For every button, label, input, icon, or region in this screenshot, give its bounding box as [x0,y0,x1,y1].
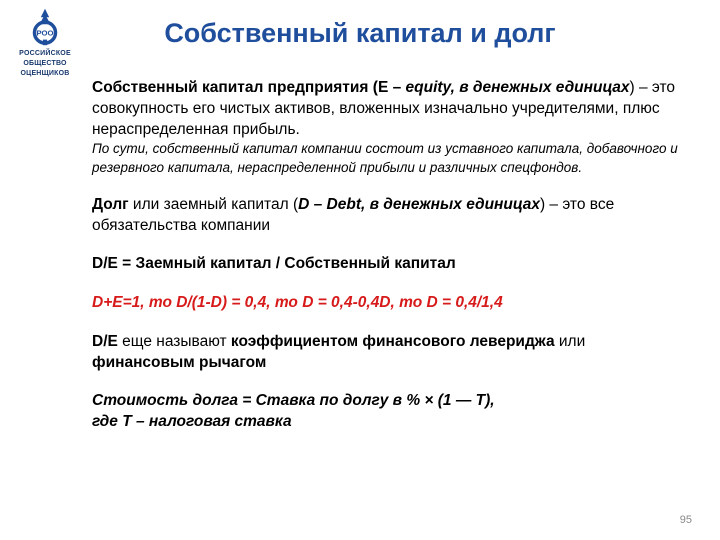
slide-title: Собственный капитал и долг [0,0,720,49]
debt-definition: Долг или заемный капитал (D – Debt, в де… [92,195,682,237]
slide-body: Собственный капитал предприятия (E – equ… [92,78,682,433]
org-name-line3: ОЦЕНЩИКОВ [10,70,80,78]
equity-def-part-a: Собственный капитал предприятия (E – [92,79,406,96]
derivation-formula: D+E=1, то D/(1-D) = 0,4, то D = 0,4-0,4D… [92,293,682,314]
org-logo: РОО РОССИЙСКОЕ ОБЩЕСТВО ОЦЕНЩИКОВ [10,6,80,78]
leverage-part-a: D/E [92,333,118,350]
logo-monogram: РОО [37,28,54,37]
leverage-part-d: или [555,333,586,350]
page-number: 95 [680,514,692,526]
debt-def-part-a: Долг [92,196,129,213]
leverage-part-b: еще называют [118,333,231,350]
debt-def-part-c: D – Debt, в денежных единицах [298,196,540,213]
equity-definition-note: По сути, собственный капитал компании со… [92,140,682,176]
leverage-part-c: коэффициентом финансового левериджа [231,333,555,350]
de-ratio-formula: D/E = Заемный капитал / Собственный капи… [92,254,682,275]
org-name-line2: ОБЩЕСТВО [10,60,80,68]
cost-of-debt-line2: где Т – налоговая ставка [92,412,682,433]
cost-of-debt-line1: Стоимость долга = Ставка по долгу в % × … [92,391,682,412]
leverage-part-e: финансовым рычагом [92,354,266,371]
equity-definition: Собственный капитал предприятия (E – equ… [92,78,682,140]
logo-emblem-icon: РОО [24,6,66,48]
org-name-line1: РОССИЙСКОЕ [10,50,80,58]
leverage-sentence: D/E еще называют коэффициентом финансово… [92,332,682,374]
debt-def-part-b: или заемный капитал ( [129,196,299,213]
equity-def-part-b: equity, в денежных единицах [406,79,630,96]
